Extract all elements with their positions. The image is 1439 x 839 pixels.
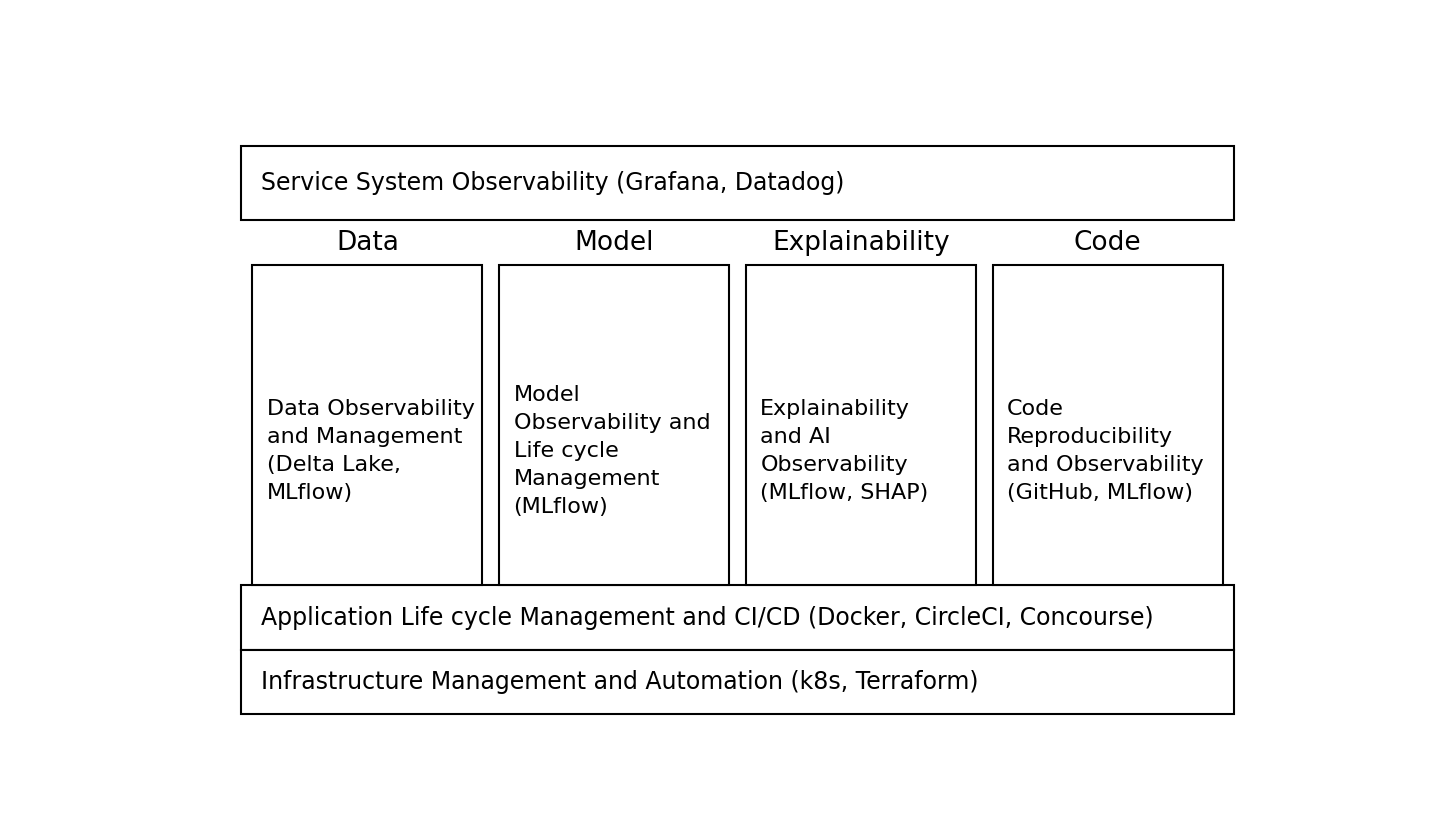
FancyBboxPatch shape [499,265,730,586]
Text: Infrastructure Management and Automation (k8s, Terraform): Infrastructure Management and Automation… [262,670,979,694]
Text: Application Life cycle Management and CI/CD (Docker, CircleCI, Concourse): Application Life cycle Management and CI… [262,606,1154,629]
FancyBboxPatch shape [252,265,482,586]
FancyBboxPatch shape [242,586,1233,649]
FancyBboxPatch shape [993,265,1223,586]
FancyBboxPatch shape [745,265,976,586]
Text: Explainability: Explainability [773,230,950,256]
Text: Data: Data [335,230,399,256]
Text: Explainability
and AI
Observability
(MLflow, SHAP): Explainability and AI Observability (MLf… [760,399,928,503]
Text: Code: Code [1073,230,1141,256]
Text: Service System Observability (Grafana, Datadog): Service System Observability (Grafana, D… [262,171,845,195]
Text: Code
Reproducibility
and Observability
(GitHub, MLflow): Code Reproducibility and Observability (… [1007,399,1203,503]
Text: Model: Model [574,230,653,256]
Text: Data Observability
and Management
(Delta Lake,
MLflow): Data Observability and Management (Delta… [266,399,475,503]
FancyBboxPatch shape [242,649,1233,715]
Text: Model
Observability and
Life cycle
Management
(MLflow): Model Observability and Life cycle Manag… [514,385,711,517]
FancyBboxPatch shape [242,146,1233,220]
